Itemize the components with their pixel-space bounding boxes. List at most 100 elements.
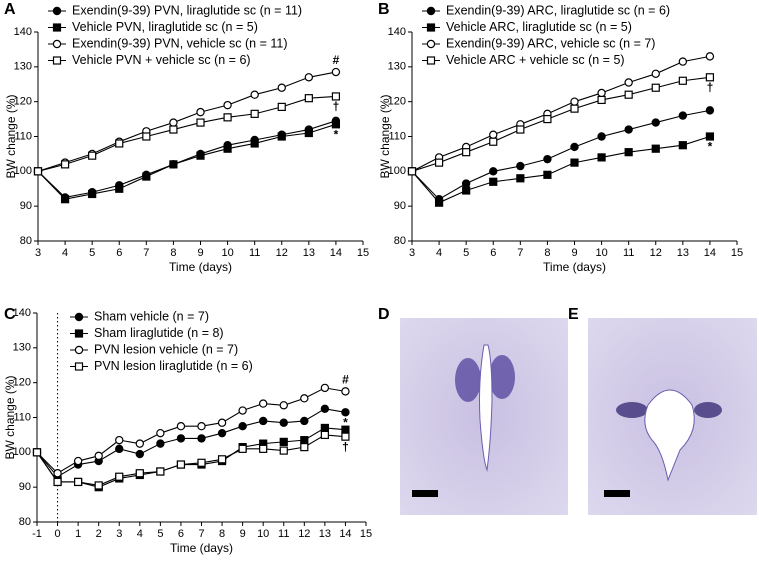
data-point <box>678 57 688 66</box>
x-tick-label: 7 <box>143 247 149 259</box>
x-tick-label: 4 <box>62 247 68 259</box>
legend-label: Vehicle PVN, liraglutide sc (n = 5) <box>72 20 258 34</box>
x-tick-label: 13 <box>319 528 331 540</box>
data-point <box>88 189 97 199</box>
series-line <box>37 95 336 172</box>
legend-marker <box>52 23 62 32</box>
legend-marker <box>74 362 84 371</box>
data-point <box>320 383 330 393</box>
data-point <box>678 141 687 150</box>
image-e <box>588 318 757 515</box>
data-point <box>176 460 186 469</box>
data-point <box>258 399 268 408</box>
data-point <box>461 179 471 188</box>
data-point <box>304 73 314 82</box>
data-point <box>320 430 329 440</box>
data-point <box>320 404 330 413</box>
panel-label: B <box>378 1 390 18</box>
x-tick-label: 14 <box>339 528 351 540</box>
data-point <box>223 100 232 110</box>
legend-marker <box>426 6 436 16</box>
data-point <box>135 449 145 459</box>
data-point <box>94 451 103 461</box>
x-tick-label: 14 <box>704 247 716 259</box>
data-point <box>279 418 288 427</box>
data-point <box>705 132 715 141</box>
data-point <box>341 387 350 396</box>
x-tick-label: 10 <box>257 528 269 540</box>
y-tick-label: 140 <box>13 307 31 319</box>
x-tick-label: 2 <box>96 528 102 540</box>
annotation: † <box>707 80 714 94</box>
data-point <box>279 401 288 410</box>
data-point <box>462 148 471 157</box>
data-point <box>53 477 62 487</box>
y-axis-title: BW change (%) <box>3 375 17 459</box>
data-point <box>115 444 124 454</box>
data-point <box>250 109 259 118</box>
data-point <box>624 90 633 99</box>
x-tick-label: 15 <box>731 247 743 259</box>
data-point <box>223 144 232 153</box>
data-point <box>304 94 313 103</box>
data-point <box>142 172 151 181</box>
data-point <box>651 144 660 153</box>
series-line <box>36 408 346 478</box>
annotation: * <box>343 415 348 429</box>
legend-label: Exendin(9-39) ARC, liraglutide sc (n = 6… <box>446 3 670 17</box>
data-point <box>169 160 178 169</box>
x-tick-label: 15 <box>357 247 369 259</box>
panel-label: A <box>4 1 16 18</box>
annotation: * <box>708 140 713 154</box>
series-line <box>37 71 337 172</box>
legend-label: Exendin(9-39) ARC, vehicle sc (n = 7) <box>446 36 655 50</box>
x-tick-label: 6 <box>178 528 184 540</box>
legend-label: Sham vehicle (n = 7) <box>94 309 209 323</box>
x-tick-label: 13 <box>303 247 315 259</box>
x-tick-label: 14 <box>330 247 342 259</box>
data-point <box>73 456 83 466</box>
data-point <box>176 422 186 431</box>
x-tick-label: 1 <box>75 528 81 540</box>
x-tick-label: -1 <box>32 528 42 540</box>
data-point <box>142 132 151 141</box>
data-point <box>331 120 341 129</box>
data-point <box>300 436 309 445</box>
legend-marker <box>74 312 84 322</box>
data-point <box>705 73 715 82</box>
data-point <box>597 95 606 105</box>
data-point <box>651 69 660 79</box>
data-point <box>60 160 70 169</box>
data-point <box>624 148 633 157</box>
data-point <box>462 186 471 195</box>
data-point <box>516 161 525 171</box>
y-tick-label: 120 <box>13 377 31 389</box>
panel-label: E <box>568 306 579 323</box>
series-line <box>36 434 346 486</box>
series-line <box>37 120 337 199</box>
x-tick-label: 9 <box>571 247 577 259</box>
data-point <box>624 78 633 87</box>
data-point <box>223 113 232 122</box>
annotation: # <box>342 373 349 387</box>
x-tick-label: 6 <box>116 247 122 259</box>
data-point <box>135 469 144 478</box>
y-tick-label: 90 <box>394 200 406 212</box>
x-tick-label: 4 <box>436 247 442 259</box>
y-tick-label: 80 <box>19 516 31 528</box>
data-point <box>543 114 552 124</box>
legend-marker <box>52 6 62 16</box>
legend-label: Vehicle ARC + vehicle sc (n = 5) <box>446 53 625 67</box>
x-tick-label: 13 <box>677 247 689 259</box>
data-point <box>543 170 552 179</box>
data-point <box>543 154 552 164</box>
data-point <box>53 469 62 478</box>
data-point <box>115 472 124 481</box>
data-point <box>331 92 341 101</box>
x-tick-label: 7 <box>198 528 204 540</box>
y-tick-label: 100 <box>14 165 32 177</box>
data-point <box>705 52 715 61</box>
data-point <box>341 408 350 417</box>
series-line <box>411 109 711 200</box>
